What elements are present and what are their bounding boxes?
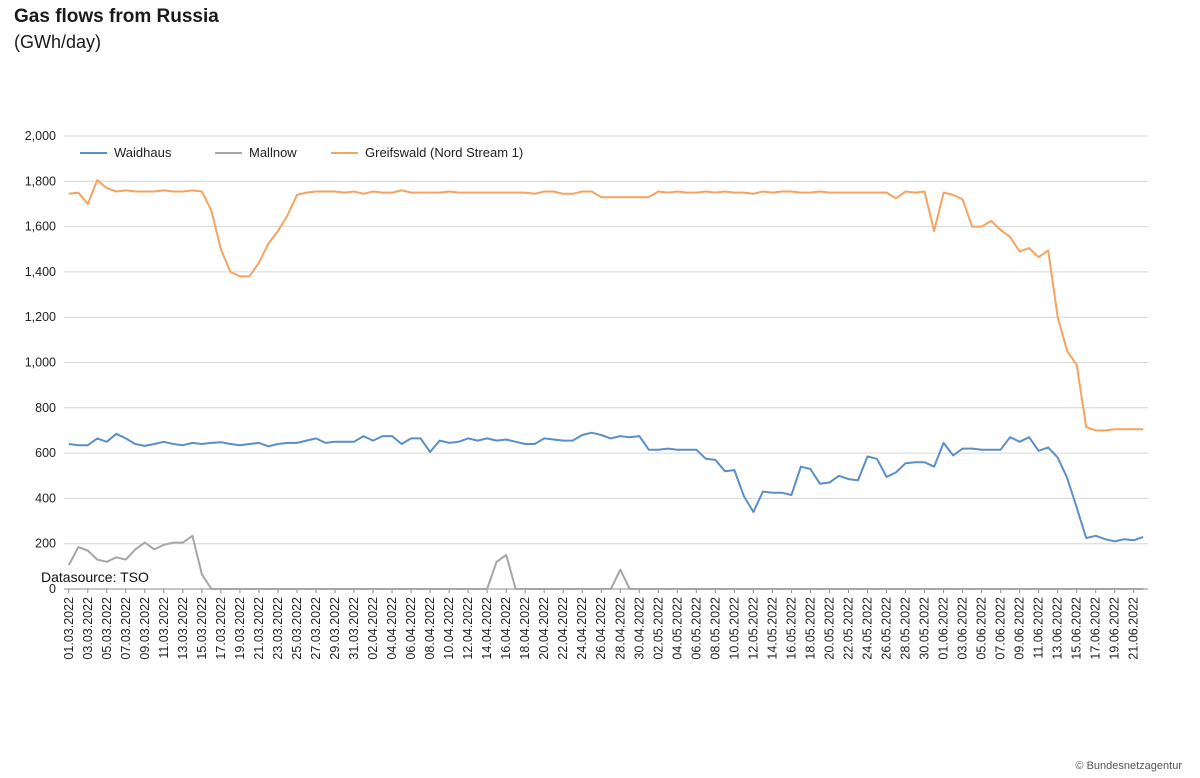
x-tick-label: 29.03.2022 bbox=[328, 597, 342, 660]
x-tick-label: 20.04.2022 bbox=[537, 597, 551, 660]
chart-title: Gas flows from Russia bbox=[14, 6, 219, 27]
x-tick-label: 03.03.2022 bbox=[81, 597, 95, 660]
x-tick-label: 16.04.2022 bbox=[499, 597, 513, 660]
legend-label-waidhaus: Waidhaus bbox=[114, 145, 172, 160]
y-tick-label: 400 bbox=[35, 491, 56, 505]
x-tick-label: 18.04.2022 bbox=[518, 597, 532, 660]
y-tick-label: 1,800 bbox=[25, 174, 56, 188]
series-lines bbox=[67, 179, 1144, 590]
x-tick-label: 08.05.2022 bbox=[708, 597, 722, 660]
x-tick-label: 19.06.2022 bbox=[1108, 597, 1122, 660]
x-tick-label: 07.03.2022 bbox=[119, 597, 133, 660]
legend: Waidhaus Mallnow Greifswald (Nord Stream 1… bbox=[80, 145, 523, 160]
x-tick-label: 30.04.2022 bbox=[632, 597, 646, 660]
y-tick-label: 800 bbox=[35, 401, 56, 415]
x-tick-label: 01.06.2022 bbox=[937, 597, 951, 660]
x-tick-label: 26.04.2022 bbox=[594, 597, 608, 660]
y-axis-ticks: 0 200 400 600 800 1,000 1,200 1,400 1,600 1,800 2,… bbox=[25, 129, 56, 596]
x-tick-label: 20.05.2022 bbox=[822, 597, 836, 660]
y-tick-label: 200 bbox=[35, 537, 56, 551]
x-tick-label: 27.03.2022 bbox=[309, 597, 323, 660]
series-line-greifswald-nord-stream-1 bbox=[68, 179, 1144, 432]
x-tick-label: 05.03.2022 bbox=[100, 597, 114, 660]
x-tick-label: 07.06.2022 bbox=[994, 597, 1008, 660]
x-tick-label: 30.05.2022 bbox=[918, 597, 932, 660]
x-tick-label: 24.05.2022 bbox=[860, 597, 874, 660]
x-tick-label: 09.03.2022 bbox=[138, 597, 152, 660]
y-tick-label: 1,200 bbox=[25, 310, 56, 324]
x-tick-label: 28.04.2022 bbox=[613, 597, 627, 660]
x-tick-label: 21.03.2022 bbox=[252, 597, 266, 660]
x-tick-label: 04.05.2022 bbox=[670, 597, 684, 660]
legend-label-greifswald-nord-stream-1: Greifswald (Nord Stream 1) bbox=[365, 145, 523, 160]
y-tick-label: 600 bbox=[35, 446, 56, 460]
x-tick-label: 22.05.2022 bbox=[841, 597, 855, 660]
x-tick-label: 28.05.2022 bbox=[899, 597, 913, 660]
x-tick-label: 10.05.2022 bbox=[727, 597, 741, 660]
x-tick-label: 14.05.2022 bbox=[765, 597, 779, 660]
x-tick-label: 13.06.2022 bbox=[1051, 597, 1065, 660]
x-tick-label: 06.05.2022 bbox=[689, 597, 703, 660]
x-tick-label: 04.04.2022 bbox=[385, 597, 399, 660]
x-tick-label: 11.06.2022 bbox=[1032, 597, 1046, 659]
x-tick-label: 03.06.2022 bbox=[956, 597, 970, 660]
x-tick-label: 19.03.2022 bbox=[233, 597, 247, 660]
x-tick-label: 08.04.2022 bbox=[423, 597, 437, 660]
x-tick-label: 05.06.2022 bbox=[975, 597, 989, 660]
x-tick-label: 09.06.2022 bbox=[1013, 597, 1027, 660]
y-tick-label: 1,600 bbox=[25, 220, 56, 234]
x-tick-label: 12.05.2022 bbox=[746, 597, 760, 660]
gridlines bbox=[64, 135, 1148, 590]
x-tick-label: 22.04.2022 bbox=[556, 597, 570, 660]
series-line-waidhaus bbox=[68, 431, 1144, 543]
x-tick-label: 26.05.2022 bbox=[880, 597, 894, 660]
copyright-credit: © Bundesnetzagentur bbox=[1075, 760, 1182, 772]
y-tick-label: 1,400 bbox=[25, 265, 56, 279]
x-tick-label: 02.05.2022 bbox=[651, 597, 665, 660]
x-tick-label: 12.04.2022 bbox=[461, 597, 475, 660]
x-axis-ticks: 01.03.2022 03.03.2022 05.03.2022 07.03.2022… bbox=[62, 589, 1141, 660]
series-line-mallnow bbox=[67, 534, 1144, 590]
x-tick-label: 21.06.2022 bbox=[1127, 597, 1141, 660]
data-source-note: Datasource: TSO bbox=[41, 569, 149, 585]
y-tick-label: 2,000 bbox=[25, 129, 56, 143]
x-tick-label: 24.04.2022 bbox=[575, 597, 589, 660]
x-tick-label: 02.04.2022 bbox=[366, 597, 380, 660]
x-tick-label: 11.03.2022 bbox=[157, 597, 171, 659]
x-tick-label: 15.03.2022 bbox=[195, 597, 209, 660]
x-tick-label: 06.04.2022 bbox=[404, 597, 418, 660]
legend-label-mallnow: Mallnow bbox=[249, 145, 297, 160]
x-tick-label: 14.04.2022 bbox=[480, 597, 494, 660]
x-tick-label: 18.05.2022 bbox=[803, 597, 817, 660]
x-tick-label: 17.06.2022 bbox=[1089, 597, 1103, 660]
y-tick-label: 1,000 bbox=[25, 356, 56, 370]
x-tick-label: 10.04.2022 bbox=[442, 597, 456, 660]
x-tick-label: 23.03.2022 bbox=[271, 597, 285, 660]
x-tick-label: 16.05.2022 bbox=[784, 597, 798, 660]
x-tick-label: 15.06.2022 bbox=[1070, 597, 1084, 660]
chart-unit-subtitle: (GWh/day) bbox=[14, 32, 102, 52]
x-tick-label: 17.03.2022 bbox=[214, 597, 228, 660]
x-tick-label: 31.03.2022 bbox=[347, 597, 361, 660]
y-tick-label: 0 bbox=[49, 582, 56, 596]
x-tick-label: 25.03.2022 bbox=[290, 597, 304, 660]
x-tick-label: 13.03.2022 bbox=[176, 597, 190, 660]
x-tick-label: 01.03.2022 bbox=[62, 597, 76, 660]
